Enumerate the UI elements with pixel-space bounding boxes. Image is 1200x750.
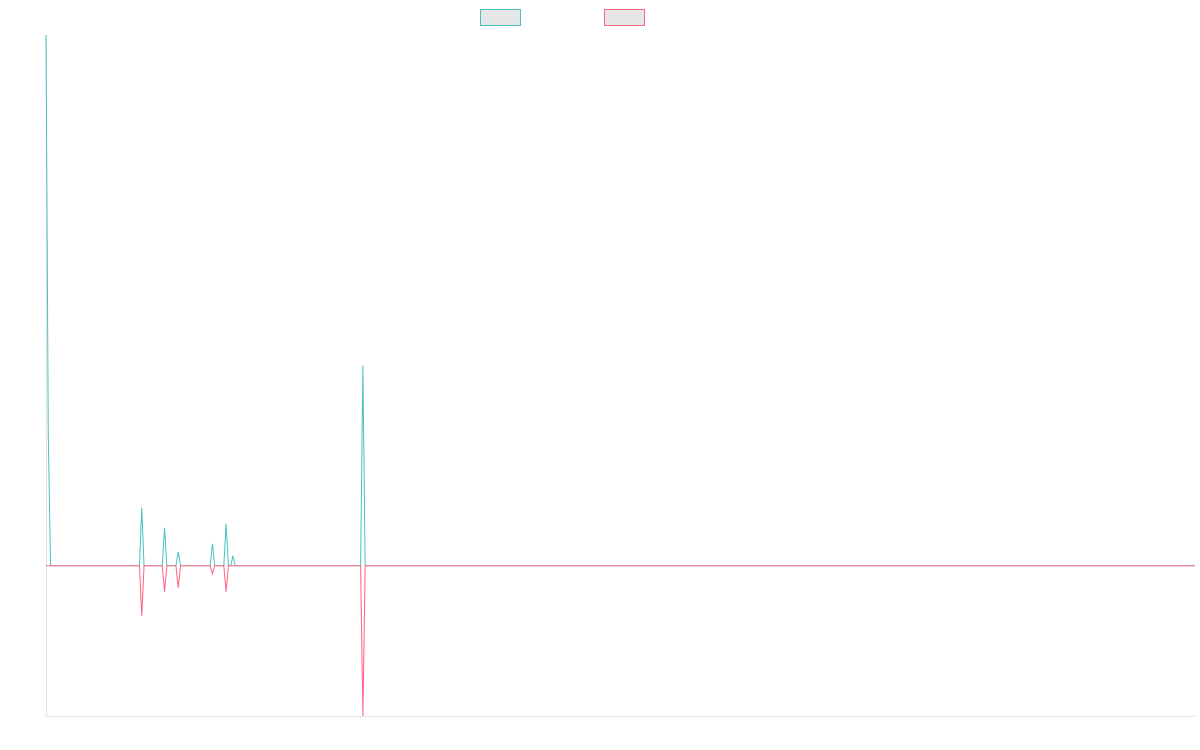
series-line-1 — [45, 34, 1195, 567]
series-line-2 — [46, 565, 1195, 717]
series-layer — [45, 34, 1195, 717]
legend — [480, 9, 645, 26]
legend-swatch-series-1[interactable] — [480, 9, 521, 26]
legend-swatch-series-2[interactable] — [604, 9, 645, 26]
axes — [46, 35, 1195, 717]
